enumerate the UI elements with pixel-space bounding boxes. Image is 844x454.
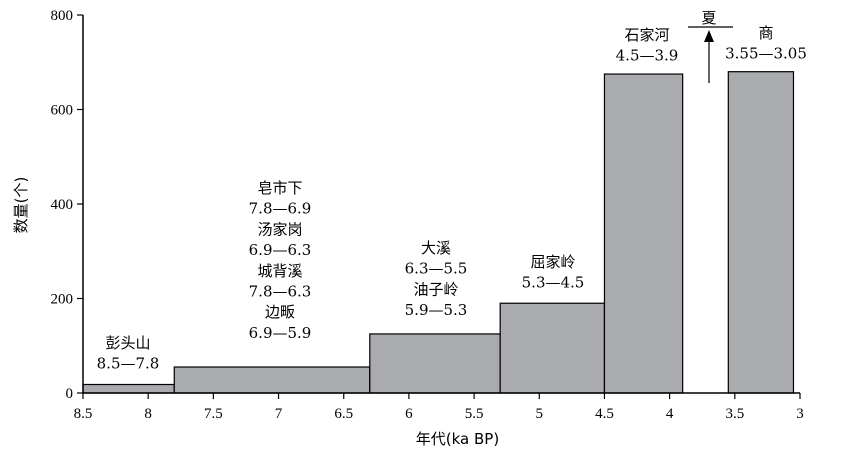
annotation-1-line-6: 边畈 xyxy=(265,303,295,321)
annotation-2-line-1: 6.3—5.5 xyxy=(405,260,468,278)
annotation-2: 大溪 6.3—5.5 油子岭 5.9—5.3 xyxy=(405,239,468,319)
bar-1 xyxy=(173,366,371,394)
x-tick-label-2: 7.5 xyxy=(204,406,223,422)
annotation-0: 彭头山 8.5—7.8 xyxy=(97,334,160,373)
annotation-5: 商 3.55—3.05 xyxy=(725,24,807,63)
annotation-1-line-3: 6.9—6.3 xyxy=(249,241,312,259)
bar-4 xyxy=(603,73,684,394)
annotation-1-line-2: 汤家岗 xyxy=(257,220,302,238)
x-tick-label-0: 8.5 xyxy=(74,406,93,422)
annotation-4-line-0: 石家河 xyxy=(624,26,669,44)
x-tick-label-1: 8 xyxy=(144,406,152,422)
y-tick-label-2: 400 xyxy=(51,197,74,213)
y-tick-label-0: 0 xyxy=(66,386,74,402)
x-tick-label-9: 4 xyxy=(666,406,674,422)
annotation-0-line-1: 8.5—7.8 xyxy=(97,355,160,373)
annotation-5-line-1: 3.55—3.05 xyxy=(725,45,807,63)
annotation-3-line-1: 5.3—4.5 xyxy=(522,274,585,292)
annotation-2-line-2: 油子岭 xyxy=(413,280,458,298)
plot-area: 8.5 8 7.5 7 6.5 6 5.5 5 4.5 4 3.5 3 0 200 400 600 800 年代(… xyxy=(12,8,807,448)
annotation-2-line-3: 5.9—5.3 xyxy=(405,301,468,319)
y-tick-label-4: 800 xyxy=(51,8,74,24)
x-axis-title: 年代(ka BP) xyxy=(416,430,499,448)
annotation-5-line-0: 商 xyxy=(758,24,773,42)
y-axis-title: 数量(个) xyxy=(12,177,30,234)
annotation-1-line-0: 皂市下 xyxy=(257,179,302,197)
annotation-1-line-1: 7.8—6.9 xyxy=(249,200,312,218)
annotation-0-line-0: 彭头山 xyxy=(105,334,150,352)
annotation-3-line-0: 屈家岭 xyxy=(530,253,575,271)
bar-2 xyxy=(369,333,501,394)
x-tick-label-7: 5 xyxy=(536,406,544,422)
x-tick-label-11: 3 xyxy=(796,406,804,422)
x-tick-label-8: 4.5 xyxy=(595,406,614,422)
annotation-1-line-4: 城背溪 xyxy=(257,262,302,280)
xia-arrow-head-icon xyxy=(704,30,714,42)
bar-5 xyxy=(727,71,795,394)
annotation-1-line-7: 6.9—5.9 xyxy=(249,324,312,342)
bar-0 xyxy=(82,383,175,394)
x-tick-label-6: 5.5 xyxy=(465,406,484,422)
annotation-4: 石家河 4.5—3.9 xyxy=(616,26,679,65)
x-tick-label-10: 3.5 xyxy=(725,406,744,422)
annotation-3: 屈家岭 5.3—4.5 xyxy=(522,253,585,292)
annotation-4-line-1: 4.5—3.9 xyxy=(616,47,679,65)
x-tick-label-3: 7 xyxy=(275,406,283,422)
annotation-1: 皂市下 7.8—6.9 汤家岗 6.9—6.3 城背溪 7.8—6.3 边畈 6.9—5.9 xyxy=(249,179,312,342)
y-tick-label-3: 600 xyxy=(51,103,74,119)
xia-label: 夏 xyxy=(701,9,716,27)
bar-3 xyxy=(499,302,606,394)
y-tick-label-1: 200 xyxy=(51,292,74,308)
annotation-1-line-5: 7.8—6.3 xyxy=(249,283,312,301)
x-tick-label-5: 6 xyxy=(405,406,413,422)
annotation-2-line-0: 大溪 xyxy=(421,239,451,257)
x-tick-label-4: 6.5 xyxy=(334,406,353,422)
